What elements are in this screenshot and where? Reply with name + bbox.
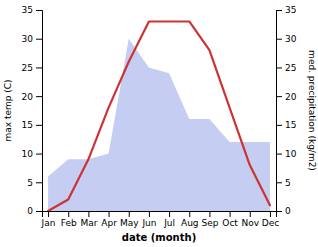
tick-label: 5 bbox=[285, 178, 291, 188]
tick-mark bbox=[68, 211, 69, 217]
tick: Oct bbox=[222, 211, 238, 228]
tick-label: 5 bbox=[27, 178, 33, 188]
x-axis: Jan FebMar AprMayJun Jul AugSep OctNovDec bbox=[41, 211, 280, 228]
tick: Nov bbox=[241, 211, 259, 228]
tick: 30 bbox=[22, 34, 42, 44]
tick-mark bbox=[276, 125, 282, 126]
tick-label: Oct bbox=[222, 218, 238, 228]
tick: 20 bbox=[276, 92, 297, 102]
x-axis-line bbox=[43, 212, 277, 218]
tick: Jul bbox=[163, 211, 175, 228]
tick-label: 20 bbox=[285, 92, 297, 102]
tick-label: 30 bbox=[285, 34, 297, 44]
tick: Feb bbox=[61, 211, 77, 228]
y-axis: 0 5 10 15 20 25 30 35 bbox=[22, 5, 43, 216]
tick-mark bbox=[36, 96, 42, 97]
tick-label: Jan bbox=[41, 218, 56, 228]
tick-mark bbox=[276, 67, 282, 68]
tick-label: 35 bbox=[22, 5, 33, 15]
tick-label: 25 bbox=[285, 63, 296, 73]
tick-label: 15 bbox=[22, 120, 33, 130]
tick: 0 bbox=[27, 206, 42, 216]
tick-mark bbox=[276, 154, 282, 155]
tick-mark bbox=[48, 211, 49, 217]
tick-mark bbox=[209, 211, 210, 217]
tick-label: 20 bbox=[22, 92, 34, 102]
tick: Sep bbox=[201, 211, 218, 228]
tick-mark bbox=[36, 154, 42, 155]
line bbox=[48, 21, 270, 211]
tick: May bbox=[120, 211, 139, 228]
tick-label: 35 bbox=[285, 5, 296, 15]
tick-mark bbox=[276, 96, 282, 97]
tick-mark bbox=[189, 211, 190, 217]
tick: Mar bbox=[80, 211, 97, 228]
tick: Aug bbox=[181, 211, 199, 228]
tick-mark bbox=[129, 211, 130, 217]
y-axis-line bbox=[36, 11, 43, 212]
tick: 10 bbox=[22, 149, 42, 159]
tick-label: Sep bbox=[201, 218, 218, 228]
marks bbox=[48, 21, 270, 211]
tick: 10 bbox=[276, 149, 297, 159]
tick-label: Feb bbox=[61, 218, 77, 228]
y2-axis: 0 5 10 15 20 25 30 35 bbox=[276, 5, 297, 216]
tick: 35 bbox=[276, 5, 296, 15]
tick: 25 bbox=[22, 63, 42, 73]
tick-mark bbox=[169, 211, 170, 217]
tick-mark bbox=[36, 211, 42, 212]
y2-axis-line bbox=[277, 11, 283, 212]
tick-mark bbox=[36, 39, 42, 40]
tick: 30 bbox=[276, 34, 297, 44]
tick-label: Dec bbox=[262, 218, 279, 228]
tick-label: Apr bbox=[101, 218, 117, 228]
tick: 15 bbox=[276, 120, 296, 130]
tick-label: 0 bbox=[285, 206, 291, 216]
tick-label: Nov bbox=[241, 218, 259, 228]
tick-mark bbox=[36, 182, 42, 183]
tick-label: 15 bbox=[285, 120, 296, 130]
tick-mark bbox=[109, 211, 110, 217]
tick: 0 bbox=[276, 206, 291, 216]
tick-label: 25 bbox=[22, 63, 33, 73]
tick-label: 0 bbox=[27, 206, 33, 216]
plot-area: Jan FebMar AprMayJun Jul AugSep OctNovDec 0 5 10… bbox=[22, 5, 297, 228]
tick-mark bbox=[250, 211, 251, 217]
tick: 25 bbox=[276, 63, 296, 73]
tick-label: Mar bbox=[80, 218, 97, 228]
tick-label: 10 bbox=[285, 149, 297, 159]
y2-axis-title: med. precipitation (kg/m2) bbox=[307, 50, 317, 171]
tick-label: May bbox=[120, 218, 139, 228]
tick-label: 10 bbox=[22, 149, 34, 159]
tick-label: Jun bbox=[141, 218, 156, 228]
tick-mark bbox=[230, 211, 231, 217]
tick-mark bbox=[276, 211, 282, 212]
tick: Apr bbox=[101, 211, 117, 228]
chart: Jan FebMar AprMayJun Jul AugSep OctNovDec 0 5 10… bbox=[0, 0, 318, 247]
tick: 15 bbox=[22, 120, 42, 130]
x-axis-title: date (month) bbox=[122, 232, 196, 243]
tick-mark bbox=[36, 125, 42, 126]
tick-mark bbox=[276, 182, 282, 183]
tick-mark bbox=[88, 211, 89, 217]
tick-label: Jul bbox=[163, 218, 175, 228]
tick: Jun bbox=[141, 211, 156, 228]
tick-label: 30 bbox=[22, 34, 34, 44]
tick-mark bbox=[149, 211, 150, 217]
tick-mark bbox=[36, 67, 42, 68]
tick: Dec bbox=[262, 211, 279, 228]
tick: 35 bbox=[22, 5, 42, 15]
tick-mark bbox=[276, 10, 282, 11]
tick-label: Aug bbox=[181, 218, 199, 228]
tick: 5 bbox=[276, 178, 291, 188]
tick: 5 bbox=[27, 178, 42, 188]
y-axis-title: max temp (C) bbox=[3, 79, 13, 141]
tick: 20 bbox=[22, 92, 42, 102]
tick-mark bbox=[276, 39, 282, 40]
tick-mark bbox=[36, 10, 42, 11]
tick-mark bbox=[270, 211, 271, 217]
tick: Jan bbox=[41, 211, 56, 228]
